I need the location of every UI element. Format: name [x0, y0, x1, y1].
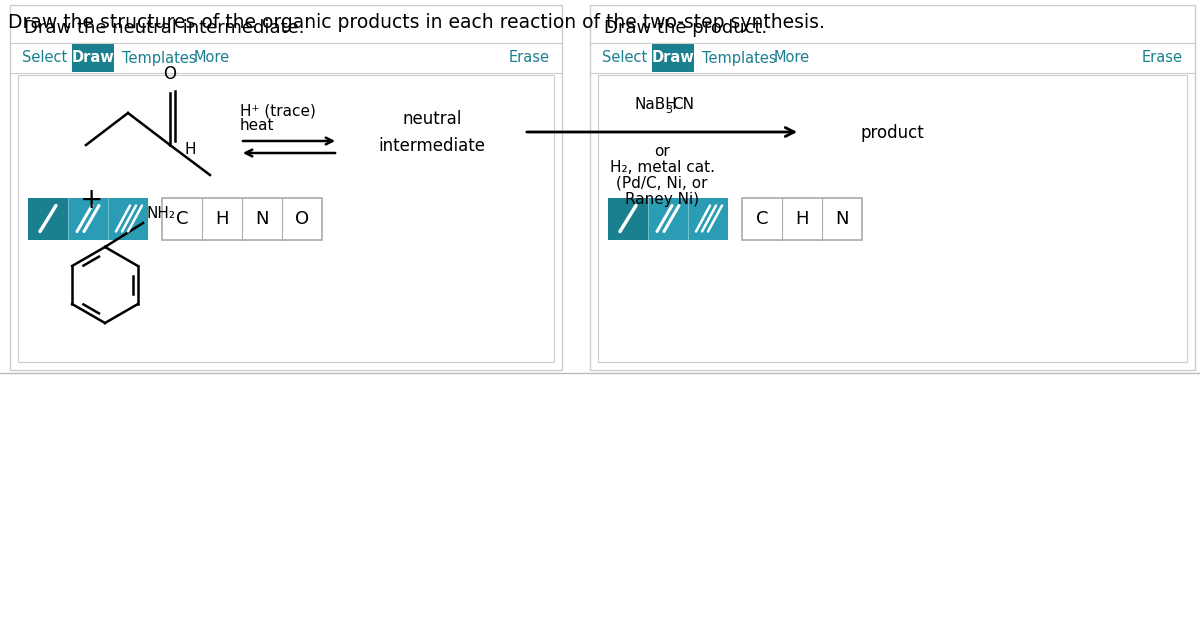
Bar	[108, 197, 148, 239]
Bar	[348, 75, 516, 190]
Text: heat: heat	[240, 118, 275, 133]
Bar	[68, 197, 108, 239]
Bar	[18, 75, 554, 362]
Text: Erase: Erase	[1142, 51, 1183, 65]
Bar	[648, 197, 688, 239]
Bar	[10, 5, 562, 370]
Text: N: N	[835, 210, 848, 227]
Text: or: or	[654, 144, 670, 159]
Text: H: H	[215, 210, 229, 227]
Text: H₂, metal cat.: H₂, metal cat.	[610, 160, 714, 175]
Text: Draw the product.: Draw the product.	[604, 19, 767, 37]
Bar	[608, 197, 728, 239]
Text: Templates: Templates	[122, 51, 197, 65]
Text: O: O	[163, 65, 176, 83]
Text: Erase: Erase	[509, 51, 550, 65]
Bar	[162, 197, 322, 239]
Text: More: More	[194, 51, 230, 65]
Text: C: C	[756, 210, 768, 227]
Bar	[598, 75, 1187, 362]
Bar	[72, 44, 114, 72]
Bar	[742, 197, 862, 239]
Text: NaBH: NaBH	[634, 97, 677, 112]
Bar	[590, 5, 1195, 370]
Text: (Pd/C, Ni, or: (Pd/C, Ni, or	[617, 176, 708, 191]
Text: C: C	[175, 210, 188, 227]
Text: More: More	[774, 51, 810, 65]
Text: Draw the structures of the organic products in each reaction of the two-step syn: Draw the structures of the organic produ…	[8, 13, 824, 32]
Text: NH₂: NH₂	[146, 206, 175, 221]
Text: N: N	[256, 210, 269, 227]
Bar	[688, 197, 728, 239]
Text: H: H	[796, 210, 809, 227]
Text: Draw: Draw	[652, 51, 695, 65]
Text: Draw the neutral intermediate.: Draw the neutral intermediate.	[24, 19, 305, 37]
Text: neutral
intermediate: neutral intermediate	[378, 110, 486, 155]
Text: +: +	[80, 186, 103, 214]
Text: Draw: Draw	[72, 51, 114, 65]
Text: Select: Select	[602, 51, 647, 65]
Bar	[652, 44, 694, 72]
Text: Select: Select	[22, 51, 67, 65]
Text: O: O	[295, 210, 310, 227]
Bar	[28, 197, 148, 239]
Text: H: H	[185, 142, 197, 157]
Text: Templates: Templates	[702, 51, 776, 65]
Text: 3: 3	[665, 105, 672, 115]
Text: H⁺ (trace): H⁺ (trace)	[240, 104, 316, 119]
Text: Raney Ni): Raney Ni)	[625, 192, 700, 207]
Text: product: product	[860, 123, 924, 142]
Text: CN: CN	[672, 97, 694, 112]
Bar	[808, 75, 976, 190]
